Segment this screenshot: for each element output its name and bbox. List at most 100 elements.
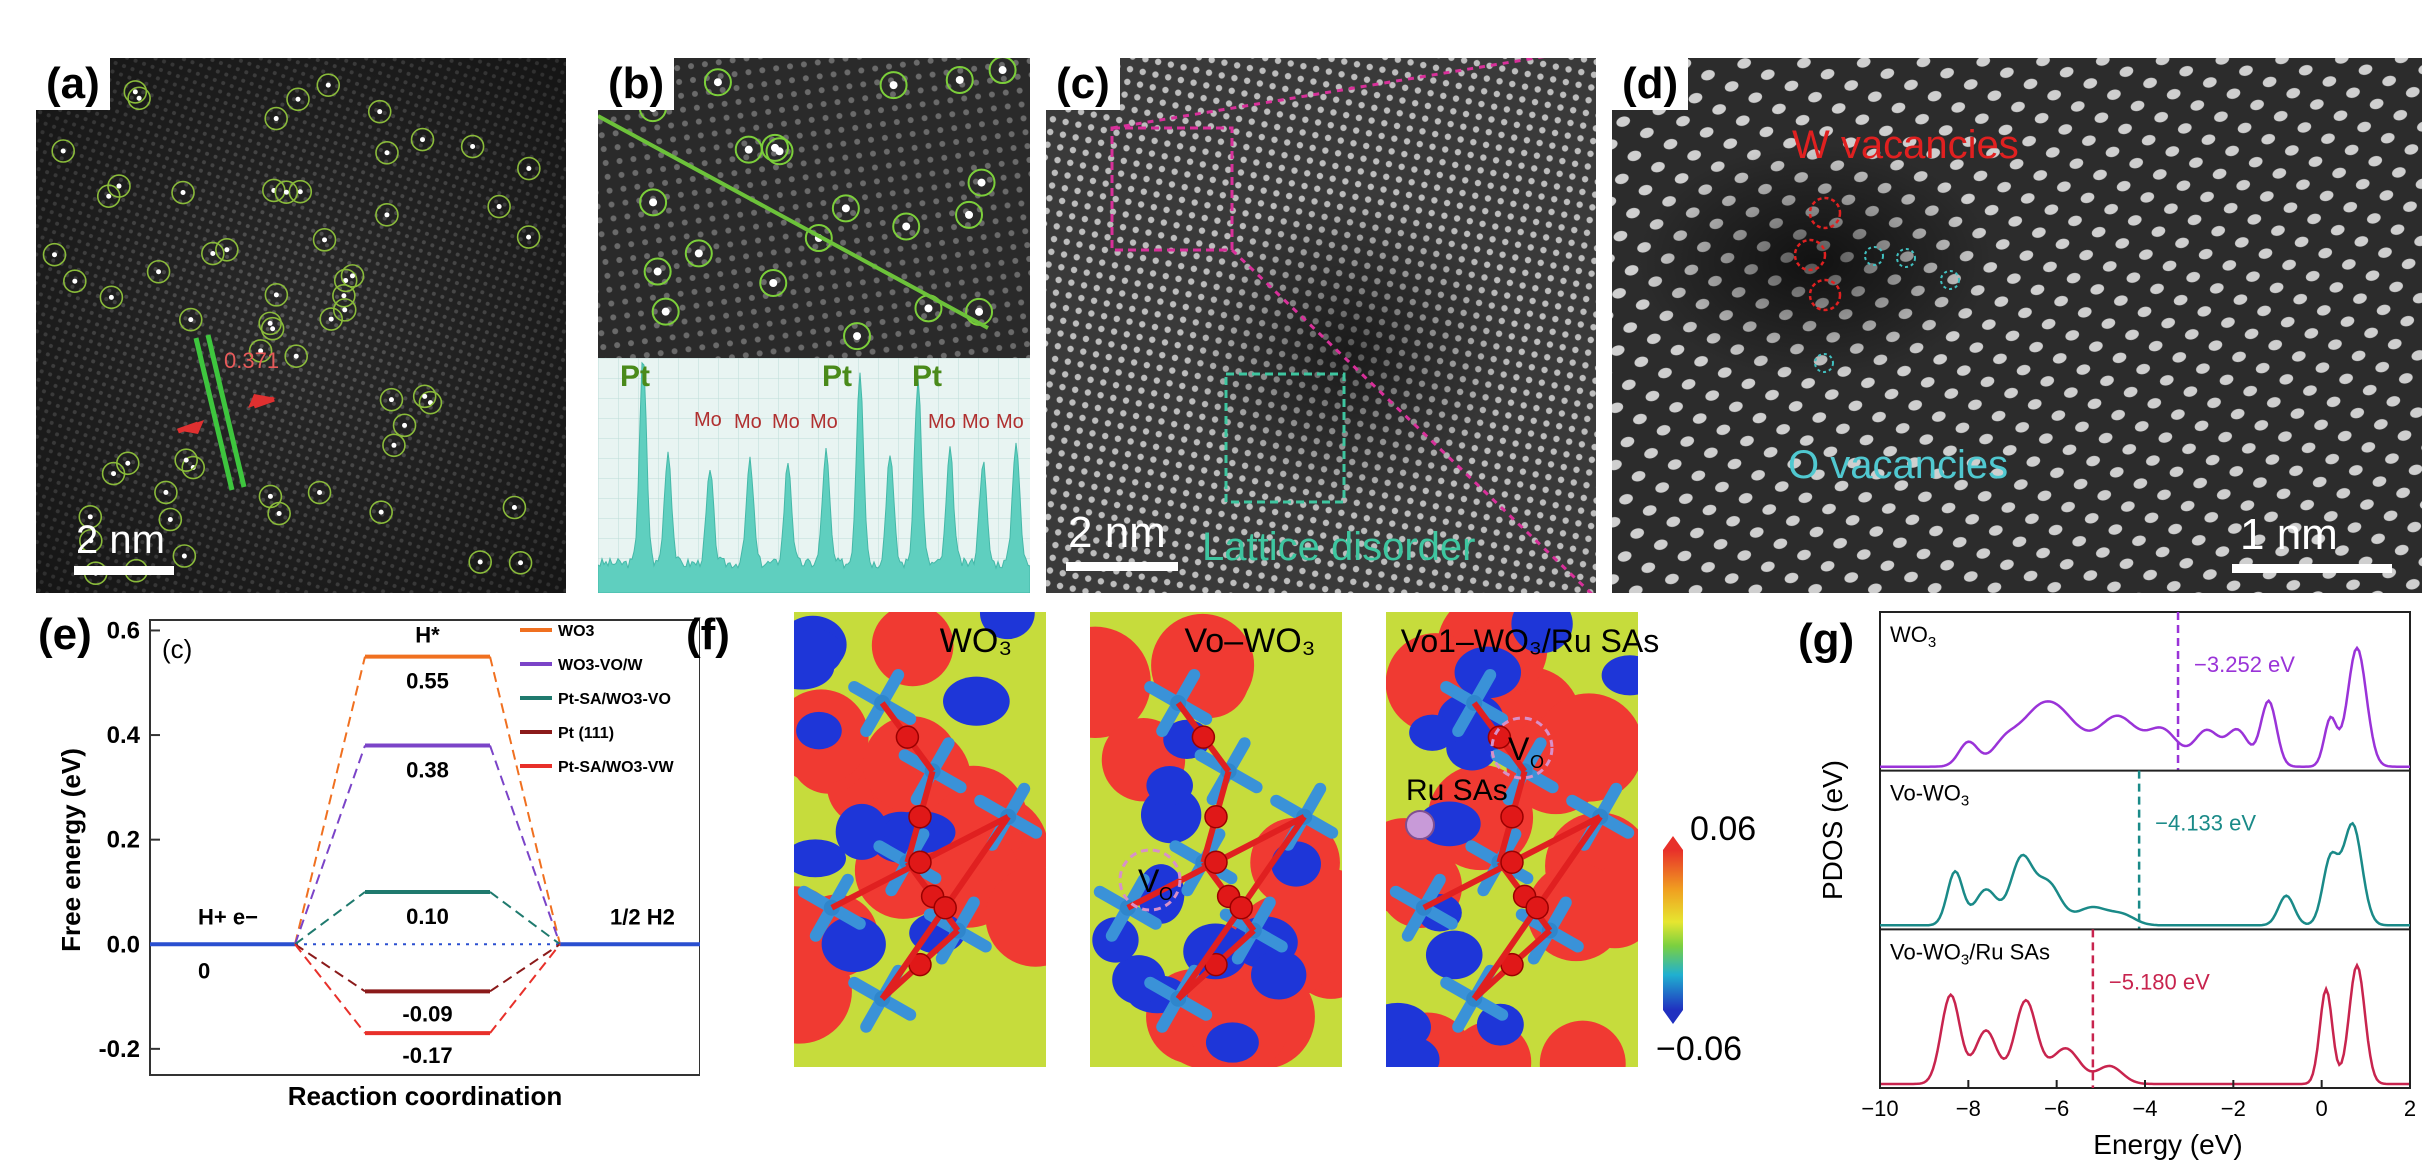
connector-right (489, 656, 561, 945)
y-ticks: -0.2 0.0 0.2 0.4 0.6 (99, 617, 160, 1063)
energy-value-label: -0.17 (402, 1043, 452, 1068)
pt-atom-markers (638, 58, 1017, 351)
panel-c-tem-image: Lattice disorder (c) 2 nm (1046, 58, 1596, 593)
atom-marker (332, 283, 356, 308)
pt-dot (977, 178, 986, 187)
panel-d-tem-image: W vacancies O vacancies (d) 1 nm (1612, 58, 2422, 593)
panel-label-b: (b) (598, 58, 675, 110)
atom-dot (377, 109, 383, 115)
panel-label-c: (c) (1046, 58, 1120, 110)
x-tick-label: 2 (2404, 1096, 2416, 1121)
pt-marker (967, 168, 996, 197)
atom-marker (123, 80, 148, 104)
panel-label-e: (e) (38, 610, 92, 659)
mo-label: Mo (734, 411, 762, 433)
vo-marker-2: V O (1118, 848, 1182, 912)
depletion-region (794, 629, 843, 676)
atom-marker (174, 448, 198, 472)
atom-dot (273, 116, 279, 122)
atom-dot (297, 189, 303, 195)
density-lobe (1090, 626, 1151, 739)
pt-marker (843, 322, 872, 351)
density-lobe (871, 612, 954, 687)
pt-marker (945, 65, 974, 94)
scale-bar-a (74, 566, 174, 575)
pt-dot (841, 204, 850, 213)
atom-dot (328, 316, 334, 322)
density-map-wo3 (794, 612, 1046, 1067)
depletion-region (943, 676, 1010, 726)
atom-marker (369, 500, 393, 524)
atom-dot (293, 353, 299, 359)
panel-label-g: (g) (1798, 615, 1855, 664)
atom-dot (180, 190, 186, 196)
atom-marker (264, 283, 289, 307)
energy-value-label: 0.55 (406, 669, 449, 694)
atom-dot (325, 82, 331, 88)
pt-marker (892, 212, 921, 241)
single-atom-markers (42, 71, 541, 586)
atom-marker (333, 268, 358, 293)
energy-value-label: 0.38 (406, 758, 449, 783)
pt-dot (975, 307, 984, 316)
atom-marker (288, 179, 313, 204)
intensity-profile (598, 361, 1030, 593)
atom-marker (260, 316, 285, 341)
chart-sublabel: (c) (162, 634, 192, 664)
zoom-region-box (1110, 126, 1234, 252)
subplot-label-tail: /Ru SAs (1969, 939, 2050, 964)
tem-image-a: 0.371 (36, 58, 566, 593)
legend-entry: Pt-SA/WO3-VO (558, 691, 671, 708)
density-lobe (985, 866, 1046, 967)
mo-label: Mo (996, 411, 1024, 433)
w-vacancy-marker (1808, 196, 1842, 230)
o-atom (908, 850, 932, 874)
pt-dot (713, 78, 722, 87)
y-tick-label: 0.4 (107, 722, 141, 749)
pt-dot (653, 267, 662, 276)
scale-bar-d (2232, 564, 2392, 573)
o-atom (1500, 850, 1524, 874)
connector-right (489, 891, 561, 946)
depletion-region (1271, 841, 1321, 887)
depletion-region (1425, 930, 1483, 980)
atom-marker (460, 134, 485, 159)
density-map-vo-wo3 (1090, 612, 1342, 1067)
atom-marker (284, 344, 309, 368)
atom-dot (111, 471, 117, 477)
depletion-region (1409, 714, 1456, 751)
density-lobe (1539, 1020, 1626, 1067)
o-atom (1204, 850, 1228, 874)
state-label-right: 1/2 H2 (610, 904, 675, 929)
atom-dot (283, 189, 289, 195)
atom-marker (78, 505, 103, 529)
colorbar-max: 0.06 (1690, 810, 1756, 848)
legend: WO3 WO3-VO/W Pt-SA/WO3-VO Pt (111) Pt-SA/WO3… (520, 623, 674, 776)
x-tick-label: −8 (1956, 1096, 1981, 1121)
atom-marker (286, 87, 310, 112)
atom-dot (163, 489, 169, 495)
svg-text:O: O (1159, 884, 1173, 904)
atom-dot (125, 460, 131, 466)
atom-marker (274, 180, 299, 204)
legend-entry: Pt-SA/WO3-VW (558, 759, 674, 776)
pt-marker (703, 68, 732, 97)
x-tick-label: −4 (2132, 1096, 2157, 1121)
pt-marker (879, 71, 908, 100)
pt-marker (831, 194, 860, 223)
scale-bar-c (1066, 562, 1178, 571)
y-axis-label: PDOS (eV) (1817, 760, 1848, 900)
atom-marker (107, 174, 131, 198)
atom-marker (42, 242, 67, 267)
atom-marker (178, 307, 203, 332)
atom-dot (87, 514, 93, 520)
connector-right (489, 943, 561, 1034)
y-axis-label: Free energy (eV) (56, 748, 86, 952)
mo-label: Mo (962, 411, 990, 433)
subplot-label-sub: 3 (1961, 793, 1969, 810)
y-tick-label: 0.0 (107, 931, 140, 958)
pt-dot (924, 304, 933, 313)
y-tick-label: 0.2 (107, 827, 140, 854)
atom-marker (51, 139, 75, 163)
o-atom (1525, 896, 1549, 920)
